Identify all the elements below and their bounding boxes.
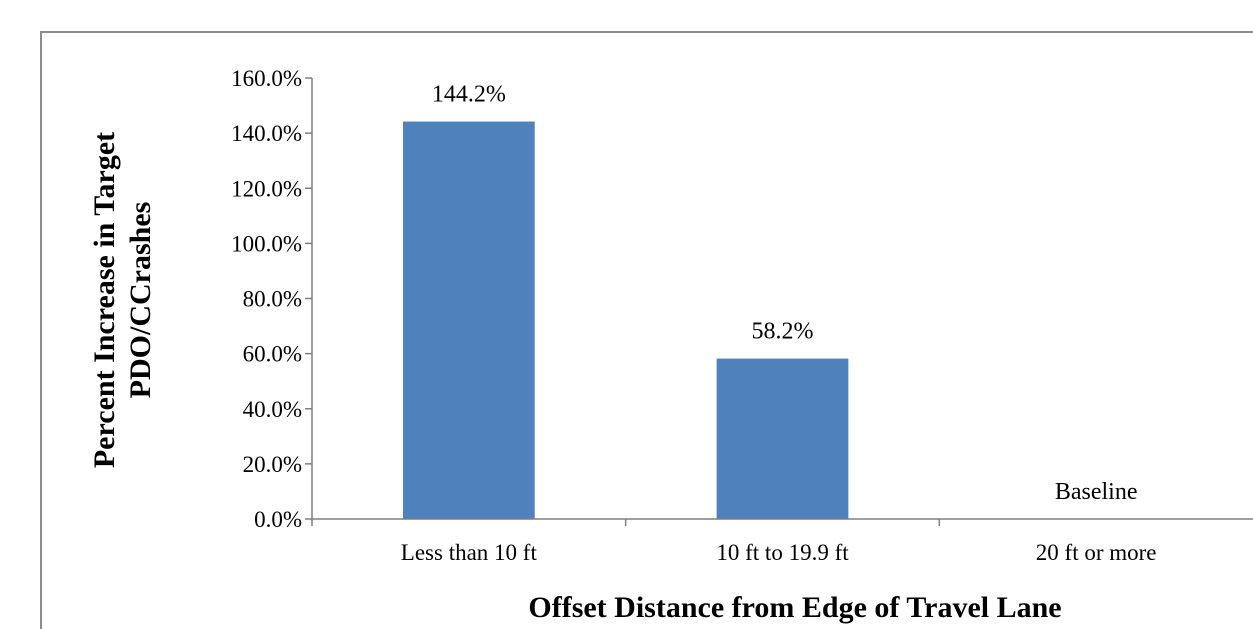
- data-label: Baseline: [1055, 479, 1138, 505]
- chart-frame: [40, 31, 1253, 629]
- y-axis: 0.0% 20.0% 40.0% 60.0% 80.0% 100.0% 120.0% 140.…: [231, 66, 313, 532]
- x-axis-title: Offset Distance from Edge of Travel Lane: [528, 591, 1061, 624]
- y-tick-label: 100.0%: [231, 231, 302, 256]
- y-tick-label: 40.0%: [243, 397, 302, 422]
- x-tick-label: 20 ft or more: [1036, 540, 1157, 565]
- y-tick-label: 140.0%: [231, 121, 302, 146]
- y-tick-label: 0.0%: [254, 507, 302, 532]
- x-tick-label: 10 ft to 19.9 ft: [716, 540, 849, 565]
- y-tick-label: 20.0%: [243, 452, 302, 477]
- y-axis-title-line-1: Percent Increase in Target: [88, 132, 121, 468]
- y-tick-label: 160.0%: [231, 66, 302, 91]
- bars: 144.2% 58.2% Baseline: [402, 82, 1138, 519]
- y-tick-label: 80.0%: [243, 287, 302, 312]
- x-axis: Less than 10 ft 10 ft to 19.9 ft 20 ft or …: [311, 518, 1253, 565]
- y-tick-label: 120.0%: [231, 176, 302, 201]
- y-axis-title: Percent Increase in Target PDO/CCrashes: [88, 132, 157, 468]
- bar: [716, 358, 849, 519]
- x-tick-label: Less than 10 ft: [401, 540, 538, 565]
- y-tick-label: 60.0%: [243, 342, 302, 367]
- y-axis-title-line-2: PDO/CCrashes: [124, 202, 157, 399]
- data-label: 144.2%: [432, 82, 506, 108]
- bar: [402, 121, 535, 519]
- data-label: 58.2%: [752, 319, 814, 345]
